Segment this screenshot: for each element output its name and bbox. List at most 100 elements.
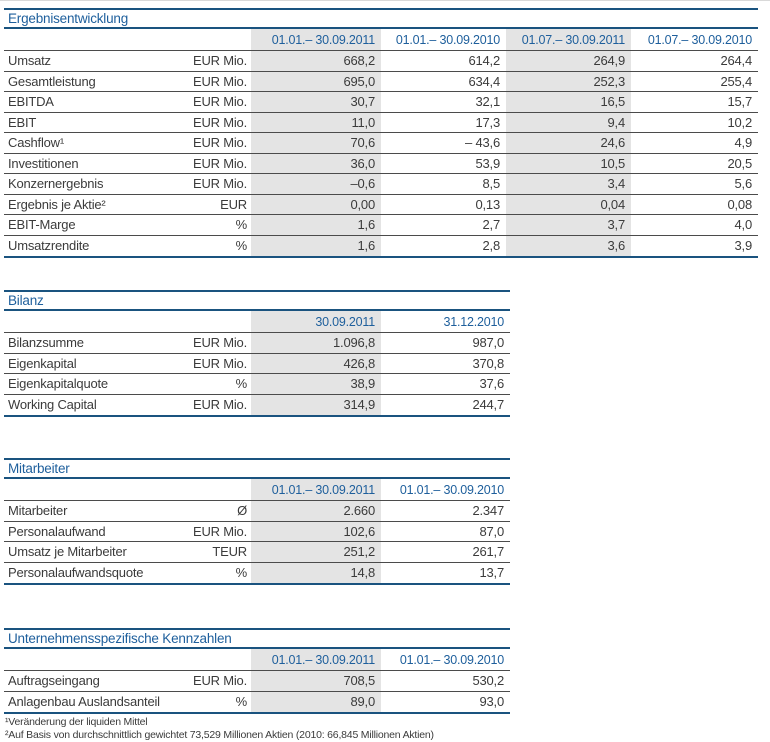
value-cell: 244,7 bbox=[472, 397, 504, 413]
value-cell: 2.347 bbox=[472, 503, 504, 519]
value-cell: 3,4 bbox=[506, 174, 631, 194]
table-title: Mitarbeiter bbox=[8, 461, 70, 476]
value-cell: 87,0 bbox=[479, 523, 504, 539]
value-cell: 16,5 bbox=[506, 92, 631, 112]
header-spacer bbox=[176, 479, 251, 500]
value-cell: 4,9 bbox=[734, 135, 753, 151]
table-row: Umsatz je Mitarbeiter TEUR 251,2 261,7 bbox=[4, 542, 510, 563]
table-row: Mitarbeiter Ø 2.660 2.347 bbox=[4, 501, 510, 522]
value-cell: 11,0 bbox=[251, 112, 381, 132]
value-cell: 1.096,8 bbox=[251, 333, 381, 353]
footnote-2: ²Auf Basis von durchschnittlich gewichte… bbox=[5, 729, 434, 741]
value-cell: 36,0 bbox=[251, 153, 381, 173]
value-cell: 102,6 bbox=[251, 521, 381, 541]
row-unit: EUR Mio. bbox=[192, 114, 247, 130]
value-cell: 0,04 bbox=[506, 194, 631, 214]
value-cell: 24,6 bbox=[506, 133, 631, 153]
table-title-row: Unternehmensspezifische Kennzahlen bbox=[4, 630, 510, 649]
row-unit: EUR Mio. bbox=[192, 397, 247, 413]
value-cell: –0,6 bbox=[251, 174, 381, 194]
row-unit: EUR Mio. bbox=[192, 155, 247, 171]
row-label: Auftragseingang bbox=[8, 673, 100, 689]
table-row: Working Capital EUR Mio. 314,9 244,7 bbox=[4, 394, 510, 415]
table-unternehmensspezifische-kennzahlen: Unternehmensspezifische Kennzahlen 01.01… bbox=[4, 628, 510, 714]
row-label: Konzernergebnis bbox=[8, 176, 104, 192]
row-label: Umsatz bbox=[8, 53, 51, 69]
value-cell: 0,13 bbox=[475, 196, 500, 212]
row-unit: EUR Mio. bbox=[192, 94, 247, 110]
row-label: EBITDA bbox=[8, 94, 54, 110]
row-label: EBIT-Marge bbox=[8, 217, 76, 233]
value-cell: 2,8 bbox=[482, 238, 501, 254]
table-row: Personalaufwandsquote % 14,8 13,7 bbox=[4, 562, 510, 583]
row-label: Personalaufwand bbox=[8, 523, 106, 539]
value-cell: 0,08 bbox=[727, 196, 752, 212]
header-spacer bbox=[176, 649, 251, 670]
row-label: Bilanzsumme bbox=[8, 335, 84, 351]
value-cell: – 43,6 bbox=[465, 135, 500, 151]
value-cell: 251,2 bbox=[251, 542, 381, 562]
table-ergebnisentwicklung: Ergebnisentwicklung 01.01.– 30.09.2011 0… bbox=[4, 8, 758, 258]
value-cell: 314,9 bbox=[251, 394, 381, 415]
value-cell: 2.660 bbox=[251, 501, 381, 521]
value-cell: 5,6 bbox=[734, 176, 753, 192]
row-label: Eigenkapital bbox=[8, 355, 77, 371]
value-cell: 93,0 bbox=[479, 694, 504, 710]
value-cell: 89,0 bbox=[251, 691, 381, 712]
value-cell: 426,8 bbox=[251, 353, 381, 373]
value-cell: 8,5 bbox=[482, 176, 501, 192]
value-cell: 53,9 bbox=[475, 155, 500, 171]
row-label: Personalaufwandsquote bbox=[8, 565, 144, 581]
table-header-row: 01.01.– 30.09.2011 01.01.– 30.09.2010 bbox=[4, 649, 510, 671]
row-unit: % bbox=[235, 565, 248, 581]
table-row: Personalaufwand EUR Mio. 102,6 87,0 bbox=[4, 521, 510, 542]
column-header: 01.01.– 30.09.2011 bbox=[251, 29, 381, 50]
header-spacer bbox=[4, 29, 176, 50]
table-mitarbeiter: Mitarbeiter 01.01.– 30.09.2011 01.01.– 3… bbox=[4, 458, 510, 585]
value-cell: 14,8 bbox=[251, 562, 381, 583]
table-row: Gesamtleistung EUR Mio. 695,0 634,4 252,… bbox=[4, 71, 758, 92]
column-header: 01.01.– 30.09.2010 bbox=[399, 482, 504, 497]
table-row: Auftragseingang EUR Mio. 708,5 530,2 bbox=[4, 671, 510, 692]
value-cell: 264,9 bbox=[506, 51, 631, 71]
value-cell: 15,7 bbox=[727, 94, 752, 110]
row-label: Investitionen bbox=[8, 155, 79, 171]
table-header-row: 01.01.– 30.09.2011 01.01.– 30.09.2010 bbox=[4, 479, 510, 501]
footnote-1: ¹Veränderung der liquiden Mittel bbox=[5, 716, 148, 728]
row-label: Eigenkapitalquote bbox=[8, 376, 108, 392]
value-cell: 9,4 bbox=[506, 112, 631, 132]
row-unit: % bbox=[235, 694, 248, 710]
table-row: Umsatz EUR Mio. 668,2 614,2 264,9 264,4 bbox=[4, 51, 758, 72]
value-cell: 4,0 bbox=[734, 217, 753, 233]
value-cell: 695,0 bbox=[251, 71, 381, 91]
row-unit: EUR Mio. bbox=[192, 135, 247, 151]
row-unit: EUR Mio. bbox=[192, 523, 247, 539]
header-spacer bbox=[4, 649, 176, 670]
header-spacer bbox=[176, 311, 251, 332]
value-cell: 261,7 bbox=[472, 544, 504, 560]
table-row: EBITDA EUR Mio. 30,7 32,1 16,5 15,7 bbox=[4, 92, 758, 113]
table-title-row: Bilanz bbox=[4, 292, 510, 311]
table-row: Umsatzrendite % 1,6 2,8 3,6 3,9 bbox=[4, 235, 758, 256]
row-label: EBIT bbox=[8, 114, 37, 130]
row-label: Gesamtleistung bbox=[8, 73, 96, 89]
row-unit: EUR bbox=[220, 196, 247, 212]
row-label: Umsatzrendite bbox=[8, 238, 90, 254]
value-cell: 70,6 bbox=[251, 133, 381, 153]
page-top-divider bbox=[0, 0, 770, 1]
row-unit: % bbox=[235, 217, 248, 233]
value-cell: 614,2 bbox=[468, 53, 500, 69]
value-cell: 17,3 bbox=[475, 114, 500, 130]
value-cell: 1,6 bbox=[251, 215, 381, 235]
row-unit: EUR Mio. bbox=[192, 53, 247, 69]
table-title-row: Mitarbeiter bbox=[4, 460, 510, 479]
table-row: Cashflow¹ EUR Mio. 70,6 – 43,6 24,6 4,9 bbox=[4, 133, 758, 154]
row-unit: EUR Mio. bbox=[192, 673, 247, 689]
row-unit: % bbox=[235, 238, 248, 254]
value-cell: 3,7 bbox=[506, 215, 631, 235]
column-header: 01.07.– 30.09.2011 bbox=[506, 29, 631, 50]
table-title: Ergebnisentwicklung bbox=[8, 11, 129, 26]
column-header: 01.01.– 30.09.2010 bbox=[399, 652, 504, 667]
table-row: Konzernergebnis EUR Mio. –0,6 8,5 3,4 5,… bbox=[4, 174, 758, 195]
value-cell: 370,8 bbox=[472, 355, 504, 371]
